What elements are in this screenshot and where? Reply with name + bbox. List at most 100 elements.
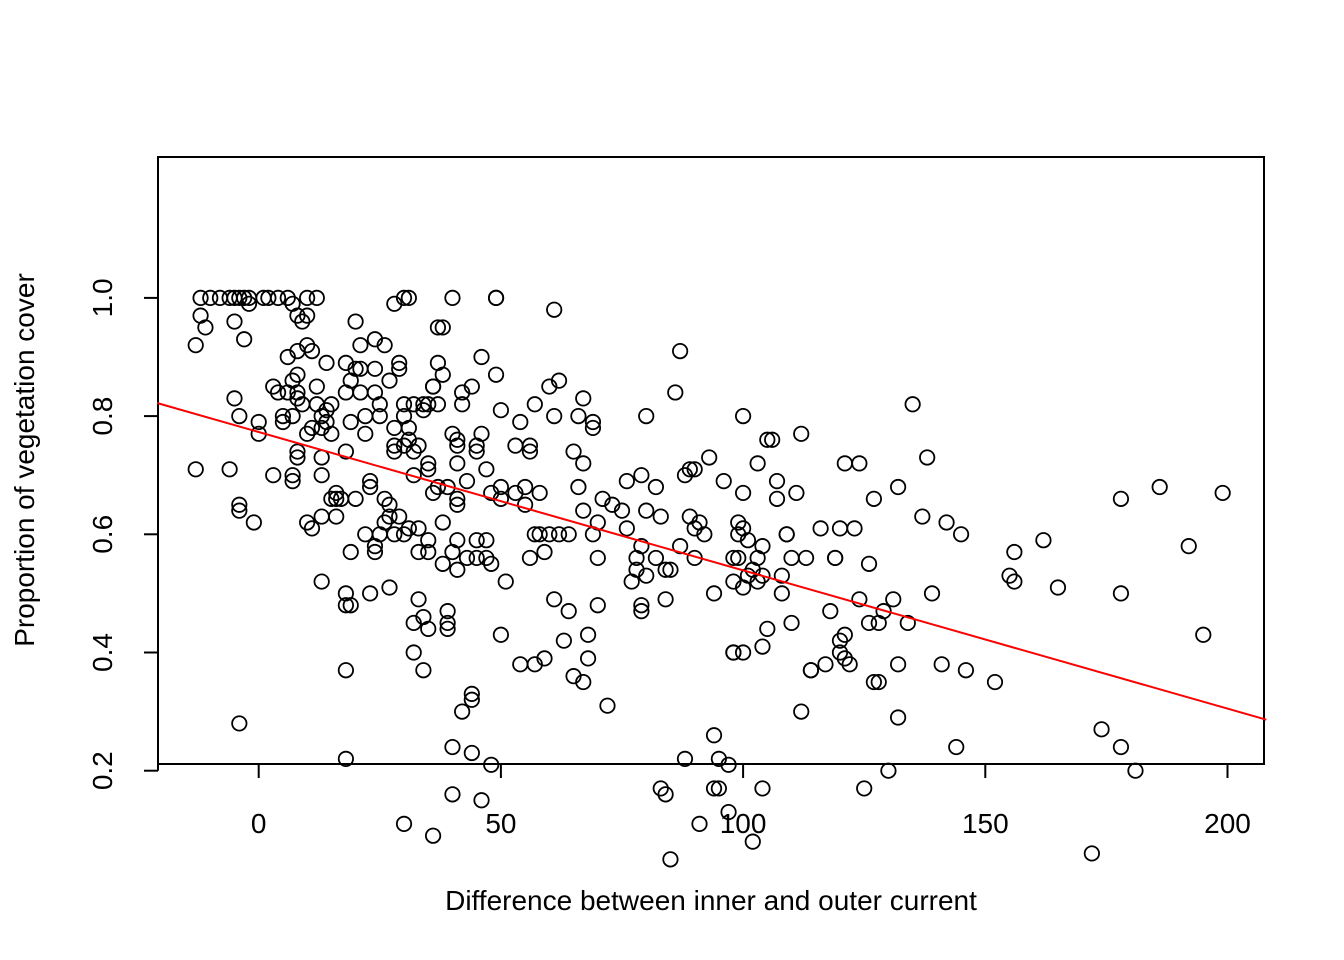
data-point (957, 662, 975, 679)
data-point (860, 555, 878, 572)
data-point (764, 431, 781, 448)
data-point (313, 508, 330, 525)
data-point (802, 662, 820, 679)
data-point (599, 697, 616, 714)
data-point (846, 520, 863, 537)
data-point (662, 561, 679, 578)
data-point (890, 478, 907, 496)
data-point (236, 331, 253, 348)
data-point (880, 762, 897, 779)
data-point (579, 650, 597, 667)
data-point (478, 532, 495, 549)
data-point (1127, 762, 1144, 779)
data-point (269, 384, 287, 401)
data-point (521, 443, 539, 460)
x-tick-label: 200 (1204, 808, 1251, 839)
data-point (420, 620, 437, 637)
data-point (444, 289, 461, 306)
data-point (468, 532, 485, 549)
data-point (613, 502, 631, 519)
data-point (449, 455, 466, 472)
data-point (638, 502, 655, 519)
data-point (473, 792, 490, 809)
data-point (342, 597, 359, 614)
data-point (531, 526, 548, 543)
data-point (652, 508, 669, 525)
data-point (231, 496, 248, 513)
data-point (381, 579, 398, 596)
data-point (197, 319, 214, 336)
data-point (851, 455, 868, 472)
data-point (575, 455, 592, 472)
data-point (449, 431, 466, 448)
data-point (420, 461, 437, 478)
data-point (584, 413, 602, 431)
data-point (797, 549, 815, 567)
data-point (347, 360, 364, 377)
data-point (187, 337, 204, 354)
data-point (788, 484, 805, 502)
data-point (933, 656, 950, 673)
data-point (633, 538, 650, 555)
data-point (536, 650, 553, 667)
data-point (793, 425, 810, 442)
data-point (410, 543, 427, 561)
data-point (720, 756, 737, 773)
data-point (657, 561, 674, 578)
data-point (1214, 484, 1231, 502)
data-point (429, 478, 447, 496)
data-point (638, 567, 655, 584)
x-tick-label: 0 (251, 808, 267, 839)
data-point (633, 597, 650, 614)
data-point (759, 431, 776, 448)
data-point (308, 289, 325, 306)
data-point (768, 473, 786, 490)
data-point (337, 597, 354, 614)
data-point (342, 543, 359, 561)
x-axis: 0 50 100 150 200 (251, 763, 1251, 839)
data-point (434, 319, 451, 336)
data-point (487, 289, 505, 306)
data-point (391, 360, 408, 377)
data-point (439, 614, 456, 632)
data-point (265, 467, 282, 484)
x-tick-label: 100 (720, 808, 767, 839)
data-point (754, 780, 771, 797)
data-point (449, 496, 466, 513)
data-point (1006, 543, 1023, 561)
data-point (681, 461, 698, 478)
data-point (672, 342, 689, 360)
data-point (521, 549, 539, 567)
data-point (395, 815, 413, 832)
y-axis: 0.2 0.4 0.6 0.8 1.0 (87, 278, 159, 790)
data-point (725, 644, 742, 661)
data-point (783, 614, 800, 632)
data-point (1093, 721, 1110, 738)
data-point (822, 603, 839, 620)
data-point (618, 520, 635, 537)
data-point (541, 526, 558, 543)
data-point (424, 378, 442, 395)
data-point (420, 455, 437, 472)
data-point (420, 543, 437, 561)
data-point (676, 750, 694, 767)
x-tick-label: 150 (962, 808, 1009, 839)
data-point (521, 437, 539, 454)
data-point (400, 419, 417, 437)
data-point (313, 573, 330, 590)
data-point (817, 656, 834, 673)
y-tick-label: 0.4 (87, 633, 118, 672)
data-point (754, 538, 771, 555)
data-point (303, 520, 321, 537)
data-point (914, 508, 931, 525)
data-point (773, 585, 790, 602)
data-point (250, 413, 267, 431)
data-point (405, 644, 422, 661)
data-point (410, 591, 427, 608)
data-point (492, 626, 509, 643)
data-point (395, 396, 413, 413)
data-point (362, 473, 379, 490)
data-point (768, 490, 786, 507)
data-point (517, 478, 534, 496)
